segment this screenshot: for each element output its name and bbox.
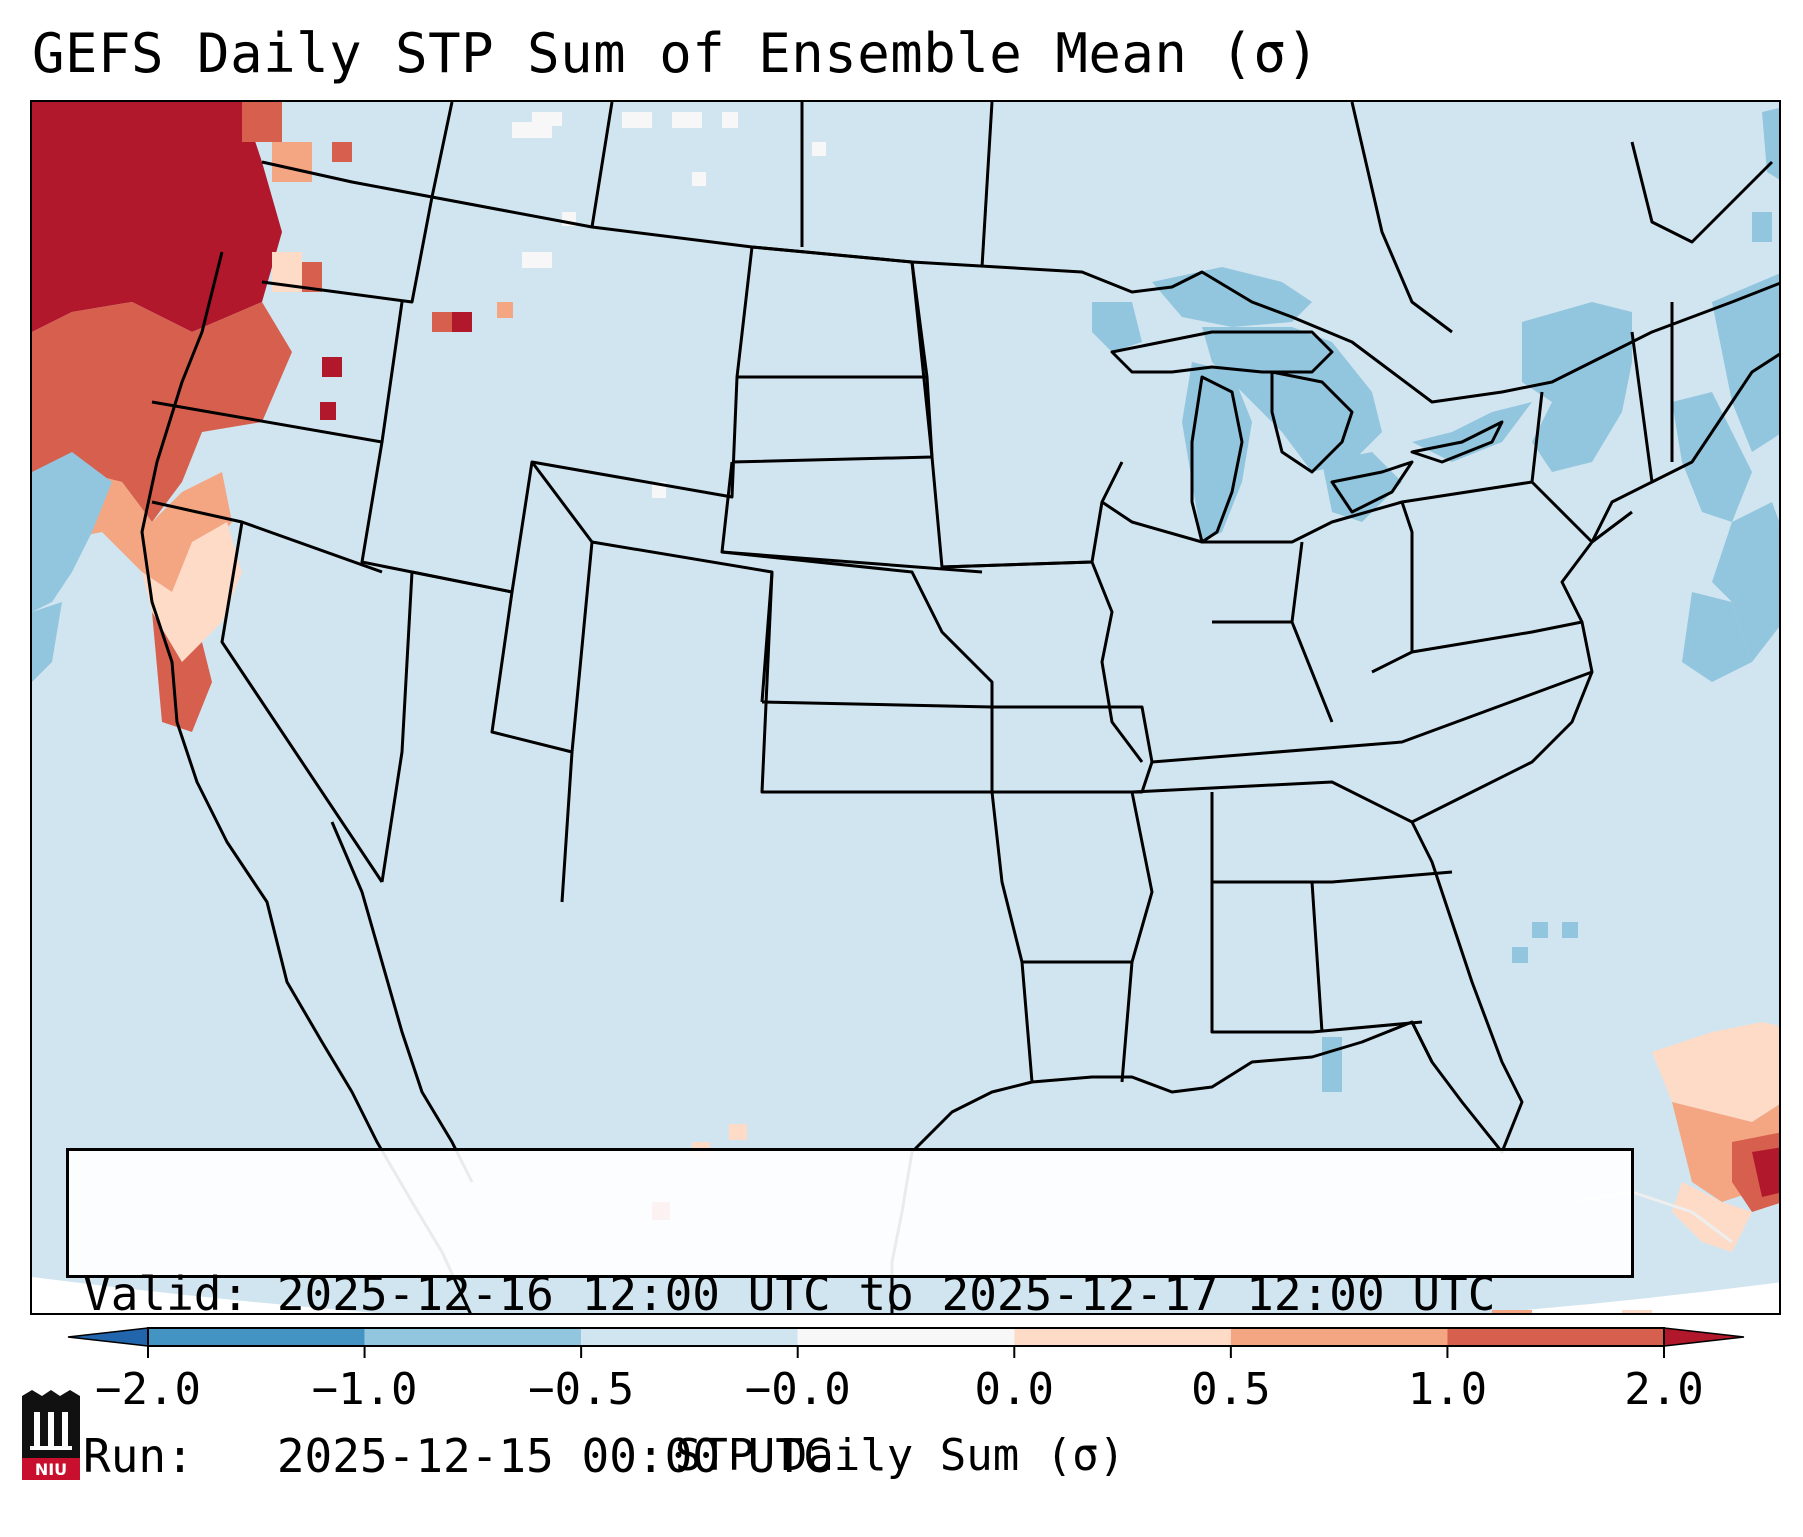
colorbar-extend-high [1663, 1327, 1745, 1347]
svg-text:NIU: NIU [35, 1460, 67, 1479]
run-time-text: Run: 2025-12-15 00:00 UTC [83, 1429, 831, 1483]
anomaly-canada-white [512, 112, 826, 498]
colorbar-tick-label: −1.0 [311, 1364, 418, 1415]
colorbar-tick-label: 0.0 [974, 1364, 1055, 1415]
colorbar-outline [147, 1327, 1665, 1347]
colorbar-tick-label: 1.0 [1407, 1364, 1488, 1415]
map-title: GEFS Daily STP Sum of Ensemble Mean (σ) [32, 22, 1320, 85]
colorbar-bin-6 [1447, 1328, 1664, 1346]
colorbar-bin-3 [797, 1328, 1015, 1346]
valid-time-text: Valid: 2025-12-16 12:00 UTC to 2025-12-1… [83, 1267, 1496, 1321]
anomaly-atlantic-negative [1322, 107, 1779, 1092]
map-panel[interactable] [30, 100, 1781, 1315]
colorbar-extend-low [67, 1327, 149, 1347]
colorbar-bin-5 [1230, 1328, 1448, 1346]
anomaly-pacific-northwest [32, 102, 513, 732]
colorbar-tick-label: −2.0 [95, 1364, 201, 1415]
colorbar-bin-2 [581, 1328, 798, 1346]
colorbar-tick-label: 0.5 [1191, 1364, 1271, 1415]
anomaly-bahamas [1492, 1022, 1779, 1313]
colorbar-tick-label: 2.0 [1624, 1364, 1704, 1415]
valid-run-info-box: Valid: 2025-12-16 12:00 UTC to 2025-12-1… [66, 1148, 1634, 1483]
colorbar-tick-label: −0.5 [528, 1364, 635, 1415]
colorbar [67, 1327, 1745, 1358]
colorbar-bin-1 [364, 1328, 582, 1346]
anomaly-pacific-negative [32, 452, 112, 682]
colorbar-tick-label: −0.0 [744, 1364, 851, 1415]
map-boundaries [140, 102, 1779, 1313]
map-canvas [32, 102, 1779, 1313]
colorbar-bin-0 [148, 1328, 365, 1346]
colorbar-label: STP Daily Sum (σ) [674, 1430, 1126, 1481]
colorbar-bin-4 [1014, 1328, 1231, 1346]
speck-mexico-3 [729, 1124, 747, 1140]
niu-logo: NIU [22, 1390, 80, 1480]
